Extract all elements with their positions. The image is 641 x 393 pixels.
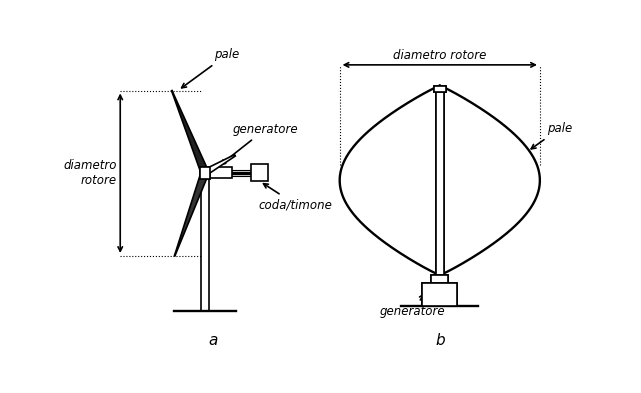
Polygon shape	[340, 86, 540, 275]
Polygon shape	[174, 171, 208, 256]
Bar	[433, 86, 446, 92]
Bar	[433, 86, 446, 92]
Polygon shape	[172, 90, 208, 174]
Bar	[199, 167, 210, 179]
Bar	[201, 173, 209, 311]
Text: pale: pale	[181, 48, 239, 88]
Text: pale: pale	[531, 122, 572, 149]
Text: diametro rotore: diametro rotore	[393, 49, 487, 62]
Polygon shape	[203, 155, 235, 175]
Bar	[422, 283, 457, 306]
Bar	[199, 167, 210, 179]
Bar	[436, 92, 444, 275]
Text: a: a	[208, 333, 217, 348]
Text: diametro
rotore: diametro rotore	[63, 159, 117, 187]
Bar	[431, 275, 448, 283]
Text: b: b	[435, 333, 445, 348]
Bar	[436, 92, 444, 275]
Text: coda/timone: coda/timone	[259, 184, 333, 211]
Bar	[251, 164, 268, 181]
Text: generatore: generatore	[380, 294, 445, 318]
Text: generatore: generatore	[221, 123, 298, 164]
Bar	[422, 283, 457, 306]
Bar	[431, 275, 448, 283]
Bar	[210, 167, 232, 178]
